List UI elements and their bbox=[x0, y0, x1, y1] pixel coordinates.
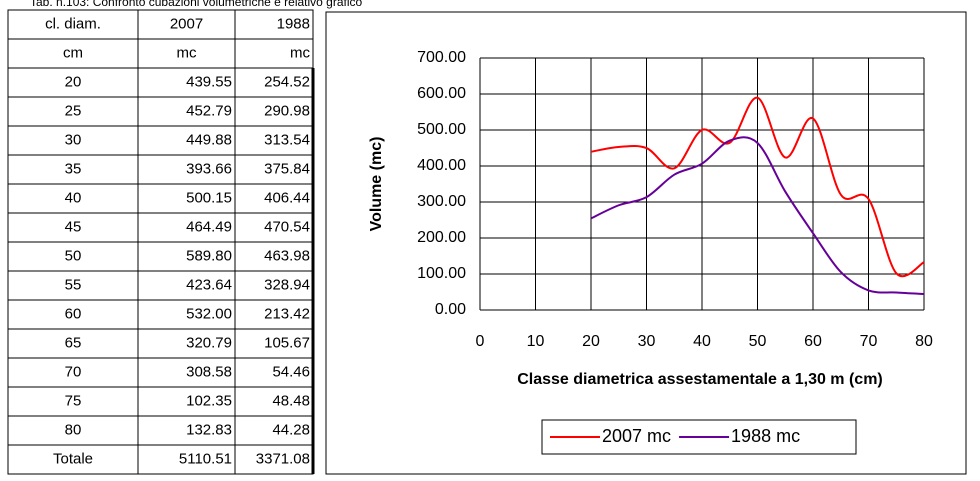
total-cell-text: Totale bbox=[53, 450, 93, 467]
cell-text: 70 bbox=[65, 363, 82, 380]
x-tick-label: 70 bbox=[860, 333, 878, 350]
cell-text: 48.48 bbox=[272, 392, 310, 409]
cell-text: 406.44 bbox=[264, 189, 310, 206]
cell-text: 308.58 bbox=[186, 363, 232, 380]
total-cell-text: 3371.08 bbox=[256, 450, 310, 467]
header-cell-text: cl. diam. bbox=[45, 15, 101, 32]
cell-text: 470.54 bbox=[264, 218, 310, 235]
cell-text: 20 bbox=[65, 73, 82, 90]
header-cell-text: 1988 bbox=[277, 15, 310, 32]
chart-frame bbox=[325, 11, 967, 475]
cell-text: 464.49 bbox=[186, 218, 232, 235]
x-tick-label: 40 bbox=[693, 333, 711, 350]
caption: Tab. n.103: Confronto cubazioni volumetr… bbox=[30, 0, 363, 9]
cell-text: 60 bbox=[65, 305, 82, 322]
cell-text: 105.67 bbox=[264, 334, 310, 351]
header-cell-text: mc bbox=[177, 44, 197, 61]
cell-text: 54.46 bbox=[272, 363, 310, 380]
x-axis-label: Classe diametrica assestamentale a 1,30 … bbox=[517, 371, 883, 388]
cell-text: 320.79 bbox=[186, 334, 232, 351]
y-tick-label: 100.00 bbox=[417, 265, 466, 282]
cell-text: 393.66 bbox=[186, 160, 232, 177]
cell-text: 44.28 bbox=[272, 421, 310, 438]
y-tick-label: 500.00 bbox=[417, 121, 466, 138]
y-tick-label: 400.00 bbox=[417, 157, 466, 174]
cell-text: 55 bbox=[65, 276, 82, 293]
cell-text: 532.00 bbox=[186, 305, 232, 322]
x-tick-label: 50 bbox=[749, 333, 767, 350]
line-series bbox=[590, 136, 925, 296]
cell-text: 30 bbox=[65, 131, 82, 148]
legend-label: 2007 mc bbox=[602, 426, 671, 446]
x-tick-label: 10 bbox=[527, 333, 545, 350]
y-axis-label: Volume (mc) bbox=[368, 137, 385, 232]
line-series bbox=[590, 96, 925, 278]
cell-text: 313.54 bbox=[264, 131, 310, 148]
total-cell-text: 5110.51 bbox=[179, 450, 232, 467]
y-tick-label: 200.00 bbox=[417, 229, 466, 246]
cell-text: 328.94 bbox=[264, 276, 310, 293]
cell-text: 35 bbox=[65, 160, 82, 177]
cell-text: 452.79 bbox=[186, 102, 232, 119]
x-tick-label: 20 bbox=[582, 333, 600, 350]
x-tick-label: 80 bbox=[915, 333, 933, 350]
cell-text: 589.80 bbox=[186, 247, 232, 264]
cell-text: 50 bbox=[65, 247, 82, 264]
y-tick-label: 300.00 bbox=[417, 193, 466, 210]
y-tick-label: 0.00 bbox=[435, 301, 466, 318]
header-cell-text: mc bbox=[290, 44, 310, 61]
cell-text: 254.52 bbox=[264, 73, 310, 90]
cell-text: 132.83 bbox=[186, 421, 232, 438]
cell-text: 45 bbox=[65, 218, 82, 235]
cell-text: 500.15 bbox=[186, 189, 232, 206]
cell-text: 75 bbox=[65, 392, 82, 409]
cell-text: 80 bbox=[65, 421, 82, 438]
y-tick-label: 600.00 bbox=[417, 85, 466, 102]
cell-text: 439.55 bbox=[186, 73, 232, 90]
cell-text: 463.98 bbox=[264, 247, 310, 264]
header-cell-text: 2007 bbox=[170, 15, 203, 32]
cell-text: 423.64 bbox=[186, 276, 232, 293]
x-tick-label: 0 bbox=[476, 333, 485, 350]
cell-text: 40 bbox=[65, 189, 82, 206]
header-cell-text: cm bbox=[63, 44, 83, 61]
cell-text: 449.88 bbox=[186, 131, 232, 148]
cell-text: 290.98 bbox=[264, 102, 310, 119]
cell-text: 102.35 bbox=[186, 392, 232, 409]
legend-label: 1988 mc bbox=[731, 426, 800, 446]
x-tick-label: 30 bbox=[638, 333, 656, 350]
x-tick-label: 60 bbox=[804, 333, 822, 350]
cell-text: 65 bbox=[65, 334, 82, 351]
cell-text: 25 bbox=[65, 102, 82, 119]
y-tick-label: 700.00 bbox=[417, 49, 466, 66]
cell-text: 375.84 bbox=[264, 160, 310, 177]
cell-text: 213.42 bbox=[264, 305, 310, 322]
